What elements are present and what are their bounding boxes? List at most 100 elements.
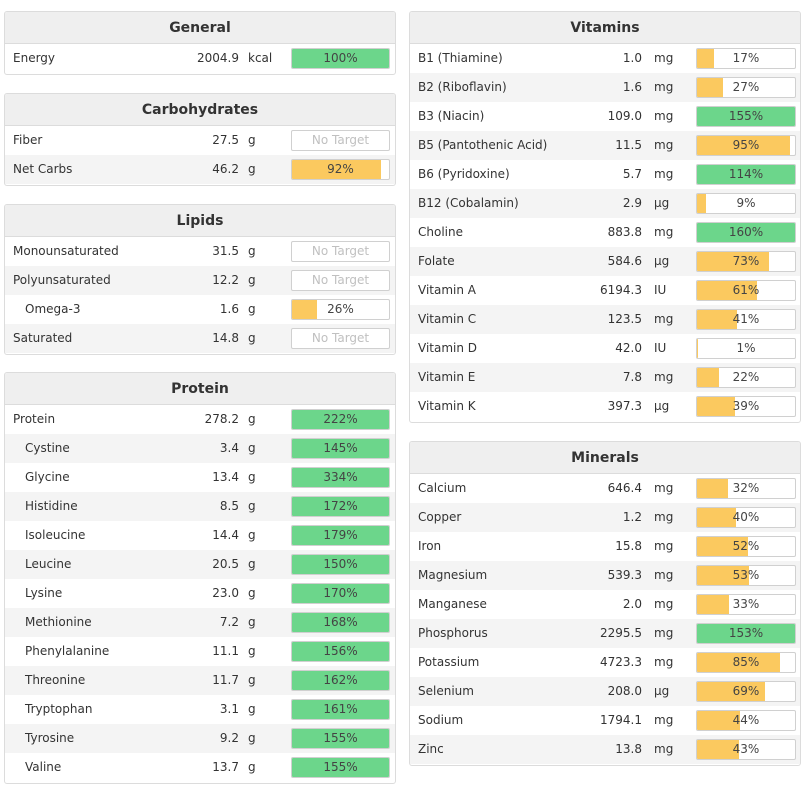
nutrient-row[interactable]: Lysine 23.0 g 170%	[5, 579, 395, 608]
target-progress-bar: 156%	[291, 641, 390, 662]
nutrient-row[interactable]: Calcium 646.4 mg 32%	[410, 474, 800, 503]
target-percent-label: 155%	[728, 109, 764, 123]
nutrient-row[interactable]: Vitamin A 6194.3 IU 61%	[410, 276, 800, 305]
target-percent-label: 161%	[323, 702, 358, 716]
target-percent-label: 92%	[327, 162, 354, 176]
nutrient-row[interactable]: Choline 883.8 mg 160%	[410, 218, 800, 247]
progress-fill	[697, 740, 740, 759]
target-progress-bar: 61%	[696, 280, 796, 301]
nutrient-row[interactable]: Saturated 14.8 g No Target	[5, 324, 395, 353]
target-progress-bar: 179%	[291, 525, 390, 546]
nutrient-name: Histidine	[25, 499, 78, 513]
nutrient-unit: g	[248, 302, 256, 316]
nutrient-row[interactable]: Zinc 13.8 mg 43%	[410, 735, 800, 764]
nutrient-amount: 2295.5	[600, 626, 642, 640]
nutrient-unit: g	[248, 412, 256, 426]
nutrient-row[interactable]: B12 (Cobalamin) 2.9 µg 9%	[410, 189, 800, 218]
nutrient-row[interactable]: B3 (Niacin) 109.0 mg 155%	[410, 102, 800, 131]
nutrient-row[interactable]: Vitamin C 123.5 mg 41%	[410, 305, 800, 334]
nutrient-unit: µg	[654, 399, 670, 413]
lipids-panel: Lipids Monounsaturated 31.5 g No Target Poly…	[4, 204, 396, 355]
nutrient-row[interactable]: Phosphorus 2295.5 mg 153%	[410, 619, 800, 648]
target-percent-label: 100%	[323, 51, 358, 65]
nutrient-unit: g	[248, 331, 256, 345]
nutrient-amount: 27.5	[212, 133, 239, 147]
nutrient-row[interactable]: Net Carbs 46.2 g 92%	[5, 155, 395, 184]
nutrient-row[interactable]: Vitamin D 42.0 IU 1%	[410, 334, 800, 363]
nutrient-name: Vitamin D	[418, 341, 478, 355]
nutrient-amount: 397.3	[607, 399, 642, 413]
nutrient-row[interactable]: Fiber 27.5 g No Target	[5, 126, 395, 155]
nutrient-row[interactable]: Manganese 2.0 mg 33%	[410, 590, 800, 619]
target-progress-bar: 155%	[696, 106, 796, 127]
nutrient-row[interactable]: Magnesium 539.3 mg 53%	[410, 561, 800, 590]
nutrient-row[interactable]: Sodium 1794.1 mg 44%	[410, 706, 800, 735]
nutrient-unit: g	[248, 760, 256, 774]
nutrient-row[interactable]: Monounsaturated 31.5 g No Target	[5, 237, 395, 266]
target-progress-bar: 52%	[696, 536, 796, 557]
nutrient-unit: g	[248, 702, 256, 716]
nutrient-row[interactable]: Valine 13.7 g 155%	[5, 753, 395, 782]
target-progress-bar: 95%	[696, 135, 796, 156]
nutrient-row[interactable]: B6 (Pyridoxine) 5.7 mg 114%	[410, 160, 800, 189]
nutrient-name: Choline	[418, 225, 463, 239]
nutrient-row[interactable]: Phenylalanine 11.1 g 156%	[5, 637, 395, 666]
progress-fill	[697, 49, 714, 68]
progress-fill	[292, 300, 318, 319]
nutrient-row[interactable]: Glycine 13.4 g 334%	[5, 463, 395, 492]
nutrient-row[interactable]: Polyunsaturated 12.2 g No Target	[5, 266, 395, 295]
nutrient-name: B6 (Pyridoxine)	[418, 167, 510, 181]
target-percent-label: 95%	[732, 138, 760, 152]
nutrient-row[interactable]: Potassium 4723.3 mg 85%	[410, 648, 800, 677]
nutrient-row[interactable]: Vitamin E 7.8 mg 22%	[410, 363, 800, 392]
nutrient-row[interactable]: Histidine 8.5 g 172%	[5, 492, 395, 521]
nutrient-row[interactable]: Tyrosine 9.2 g 155%	[5, 724, 395, 753]
nutrient-name: Manganese	[418, 597, 487, 611]
nutrient-unit: mg	[654, 51, 674, 65]
nutrient-row[interactable]: Tryptophan 3.1 g 161%	[5, 695, 395, 724]
target-progress-bar: 155%	[291, 728, 390, 749]
target-progress-bar: No Target	[291, 270, 390, 291]
nutrient-row[interactable]: Selenium 208.0 µg 69%	[410, 677, 800, 706]
target-percent-label: No Target	[311, 133, 370, 147]
nutrient-row[interactable]: Copper 1.2 mg 40%	[410, 503, 800, 532]
nutrient-row[interactable]: B1 (Thiamine) 1.0 mg 17%	[410, 44, 800, 73]
nutrient-row[interactable]: Omega-3 1.6 g 26%	[5, 295, 395, 324]
nutrient-name: Tryptophan	[25, 702, 93, 716]
target-progress-bar: 17%	[696, 48, 796, 69]
nutrient-name: Omega-3	[25, 302, 81, 316]
nutrient-row[interactable]: Leucine 20.5 g 150%	[5, 550, 395, 579]
target-progress-bar: 92%	[291, 159, 390, 180]
target-percent-label: No Target	[311, 331, 370, 345]
nutrient-name: Potassium	[418, 655, 480, 669]
nutrient-row[interactable]: B5 (Pantothenic Acid) 11.5 mg 95%	[410, 131, 800, 160]
nutrient-row[interactable]: Threonine 11.7 g 162%	[5, 666, 395, 695]
nutrient-row[interactable]: Protein 278.2 g 222%	[5, 405, 395, 434]
progress-fill	[697, 537, 748, 556]
nutrient-row[interactable]: Iron 15.8 mg 52%	[410, 532, 800, 561]
progress-fill	[292, 410, 389, 429]
nutrient-name: Selenium	[418, 684, 474, 698]
progress-fill	[697, 624, 795, 643]
vitamins-panel: Vitamins B1 (Thiamine) 1.0 mg 17% B2 (Ribofl…	[409, 11, 801, 423]
target-percent-label: 41%	[732, 312, 760, 326]
nutrient-row[interactable]: Cystine 3.4 g 145%	[5, 434, 395, 463]
nutrient-name: Vitamin K	[418, 399, 476, 413]
target-percent-label: 85%	[732, 655, 760, 669]
nutrient-amount: 13.8	[615, 742, 642, 756]
nutrient-amount: 14.8	[212, 331, 239, 345]
nutrient-row[interactable]: Folate 584.6 µg 73%	[410, 247, 800, 276]
nutrient-amount: 20.5	[212, 557, 239, 571]
target-percent-label: 53%	[732, 568, 760, 582]
nutrient-amount: 1.0	[622, 51, 642, 65]
nutrient-amount: 11.5	[615, 138, 642, 152]
nutrient-name: Folate	[418, 254, 455, 268]
nutrient-row[interactable]: Vitamin K 397.3 µg 39%	[410, 392, 800, 421]
target-percent-label: 160%	[728, 225, 764, 239]
nutrient-row[interactable]: Energy 2004.9 kcal 100%	[5, 44, 395, 73]
nutrient-row[interactable]: B2 (Riboflavin) 1.6 mg 27%	[410, 73, 800, 102]
nutrient-row[interactable]: Isoleucine 14.4 g 179%	[5, 521, 395, 550]
nutrient-row[interactable]: Methionine 7.2 g 168%	[5, 608, 395, 637]
target-progress-bar: 170%	[291, 583, 390, 604]
nutrient-name: B12 (Cobalamin)	[418, 196, 519, 210]
